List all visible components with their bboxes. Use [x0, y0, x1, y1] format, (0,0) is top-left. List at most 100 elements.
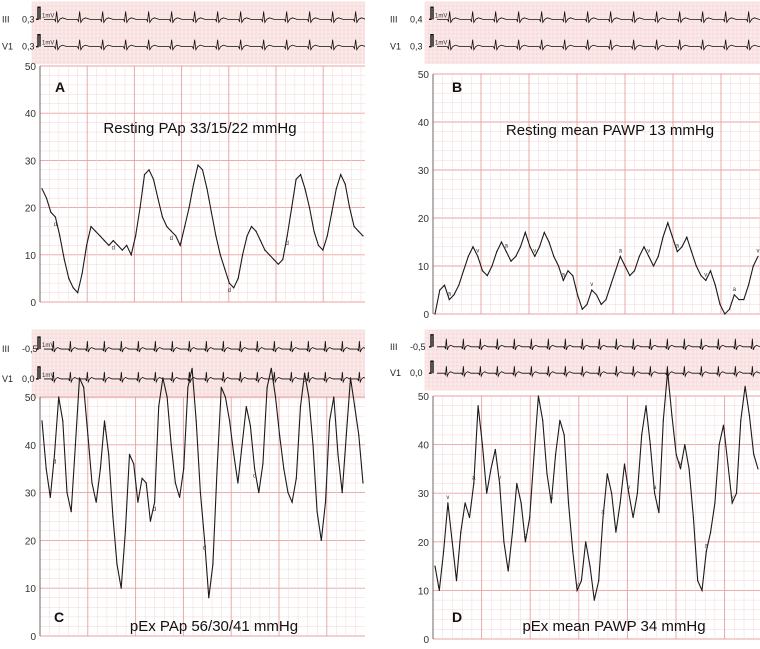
data-point	[329, 420, 331, 422]
wave-mark-label: a	[524, 534, 528, 540]
data-point	[550, 502, 552, 504]
data-point	[733, 294, 735, 296]
data-point	[648, 255, 650, 257]
y-tick-label: 10	[418, 586, 430, 597]
data-point	[322, 249, 324, 251]
data-point	[623, 463, 626, 465]
wave-mark-label: a	[601, 510, 605, 516]
data-point	[657, 255, 659, 257]
data-point	[740, 419, 742, 421]
data-point	[496, 251, 498, 253]
data-point	[735, 492, 738, 494]
ecg-lead-gain: 0,0	[410, 368, 423, 378]
data-point	[468, 516, 471, 519]
ecg-lead-name: III	[2, 14, 10, 24]
data-point	[534, 255, 536, 257]
data-point	[559, 419, 561, 421]
data-point	[242, 254, 244, 256]
chart-svg: III -0,5 V1 0,0 0 10 20 30 40 50 v a v a a v a v a v a v DpEx …	[390, 329, 760, 646]
data-point	[354, 406, 356, 408]
data-point	[357, 230, 360, 232]
data-point	[548, 241, 550, 243]
data-point	[206, 188, 208, 190]
wave-mark-label: v	[498, 475, 501, 481]
data-point	[606, 473, 608, 475]
data-point	[598, 580, 600, 582]
data-point	[611, 492, 613, 494]
data-point	[103, 240, 105, 242]
data-point	[505, 251, 507, 253]
wave-mark-label: d	[286, 241, 289, 247]
data-point	[718, 444, 720, 446]
y-tick-label: 40	[418, 118, 430, 129]
data-point	[593, 599, 595, 601]
data-point	[586, 303, 588, 305]
y-tick-label: 0	[30, 298, 36, 309]
y-tick-label: 0	[423, 635, 429, 646]
data-point	[494, 448, 496, 451]
data-point	[724, 313, 726, 315]
wave-mark-label: d	[112, 246, 115, 252]
data-point	[455, 580, 458, 582]
data-point	[141, 477, 143, 479]
data-point	[184, 225, 186, 228]
data-point	[557, 265, 560, 267]
data-point	[188, 207, 190, 209]
data-point	[697, 580, 699, 582]
data-point	[130, 254, 132, 256]
wave-mark-label: a	[505, 244, 509, 250]
data-point	[287, 492, 289, 494]
data-point	[686, 236, 688, 238]
ecg-lead-name: V1	[390, 368, 401, 378]
ecg-lead-gain: 0,3	[22, 14, 35, 24]
data-point	[95, 501, 97, 503]
data-point	[719, 303, 721, 305]
calibration-label: 1mV	[435, 41, 447, 47]
data-point	[59, 235, 61, 237]
data-point	[516, 482, 518, 485]
data-point	[224, 268, 226, 270]
calibration-pulse	[429, 334, 434, 348]
data-point	[658, 512, 660, 514]
data-point	[154, 501, 156, 503]
y-tick-label: 50	[25, 393, 37, 404]
data-point	[481, 444, 483, 446]
data-point	[567, 270, 569, 272]
calibration-pulse	[36, 366, 41, 380]
y-tick-label: 20	[25, 204, 37, 215]
data-point	[643, 246, 645, 248]
data-point	[220, 386, 222, 388]
data-point	[473, 482, 475, 485]
data-point	[199, 492, 201, 494]
data-point	[254, 468, 256, 470]
data-point	[191, 367, 193, 369]
data-point	[744, 385, 746, 387]
data-point	[628, 492, 630, 494]
data-point	[262, 463, 264, 465]
data-point	[451, 541, 453, 543]
data-point	[619, 255, 621, 257]
data-point	[701, 589, 703, 591]
data-point	[112, 515, 114, 518]
data-point	[460, 531, 462, 533]
panel-letter: A	[55, 79, 65, 95]
data-point	[58, 396, 60, 398]
data-point	[81, 273, 83, 275]
data-point	[340, 174, 342, 176]
data-point	[462, 270, 465, 272]
data-point	[537, 395, 539, 397]
pressure-trace	[41, 368, 364, 598]
data-point	[519, 246, 522, 248]
data-point	[103, 420, 106, 422]
data-point	[614, 270, 617, 272]
data-point	[179, 244, 181, 246]
data-point	[94, 230, 97, 232]
data-point	[486, 275, 488, 277]
panel-b: III 0,4 1mV V1 0,3 1mV 0 10 20 30 40 50 a v a v a v a v a v a v…	[388, 0, 760, 330]
data-point	[600, 303, 602, 305]
data-point	[507, 570, 509, 572]
data-point	[210, 211, 212, 213]
ecg-lead-gain: -0,5	[22, 344, 38, 354]
data-point	[139, 207, 141, 209]
data-point	[757, 255, 759, 257]
